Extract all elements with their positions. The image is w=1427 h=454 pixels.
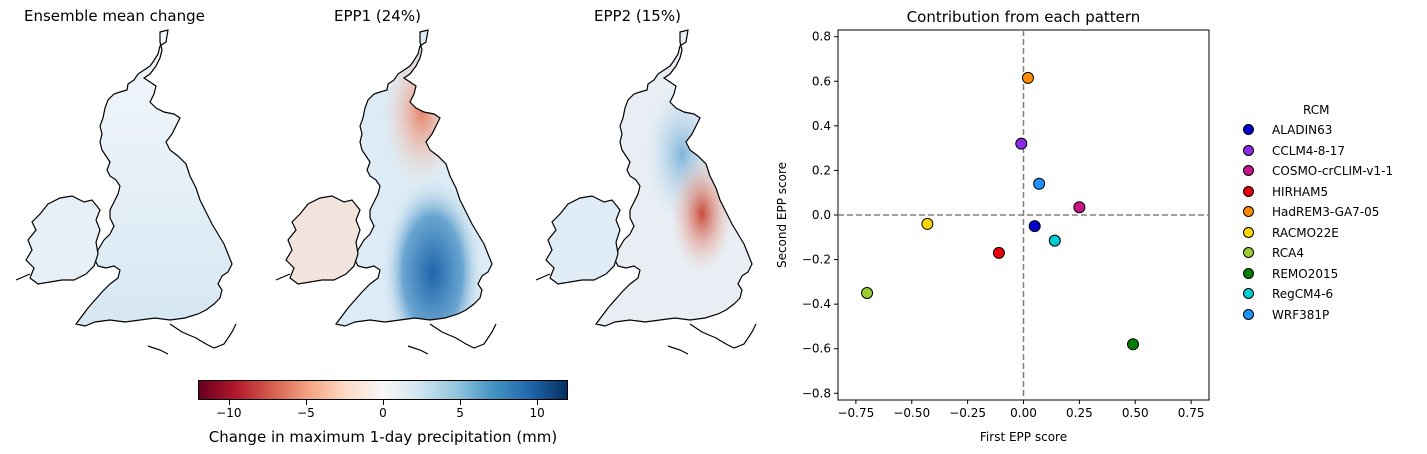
chart-title: Contribution from each pattern [907, 8, 1141, 26]
legend-item: WRF381P [1243, 308, 1329, 324]
y-tick-label: 0.6 [812, 74, 831, 88]
legend-marker [1243, 185, 1254, 197]
legend-marker [1243, 206, 1254, 217]
y-tick-label: 0.4 [812, 119, 831, 133]
map-title-epp1: EPP1 (24%) [334, 7, 421, 25]
colorbar-tick [305, 400, 307, 405]
map-title-epp2: EPP2 (15%) [594, 7, 681, 25]
data-point-aladin63 [1028, 220, 1041, 233]
y-tick-label: −0.6 [802, 342, 831, 356]
map-epp2 [535, 29, 757, 355]
legend-label: REMO2015 [1272, 266, 1339, 281]
legend-item: COSMO-crCLIM-v1-1 [1243, 164, 1393, 180]
legend-marker [1243, 124, 1254, 135]
x-tick-label: 0.50 [1122, 406, 1149, 420]
x-tick-label: 0.00 [1010, 406, 1037, 420]
x-axis-label: First EPP score [980, 430, 1067, 444]
legend-item: HadREM3-GA7-05 [1243, 205, 1379, 221]
x-tick-label: −0.75 [837, 406, 874, 420]
y-tick-label: 0.8 [812, 30, 831, 44]
legend-title: RCM [1303, 103, 1330, 117]
y-tick-label: −0.8 [802, 386, 831, 400]
legend-marker [1243, 226, 1254, 238]
colorbar-tick [383, 400, 384, 405]
legend-marker [1243, 247, 1254, 258]
legend-label: RegCM4-6 [1272, 287, 1334, 301]
x-tick-label: −0.25 [949, 406, 986, 420]
legend-marker [1243, 144, 1254, 156]
scatter-chart: −0.75 −0.50 −0.25 0.00 0.25 0.50 0.75 −0.8 −0.6 −… [775, 8, 1210, 444]
y-tick-label: −0.4 [802, 297, 831, 311]
colorbar-tick [228, 400, 230, 405]
colorbar-tick [537, 400, 539, 405]
colorbar-tick-label: 0 [379, 406, 387, 420]
colorbar [198, 380, 568, 400]
legend-item: HIRHAM5 [1243, 185, 1328, 201]
legend-marker [1243, 288, 1254, 299]
data-point-regcm4-6 [1048, 234, 1061, 247]
legend-item: RCA4 [1243, 246, 1304, 262]
x-tick-label: 0.25 [1066, 406, 1093, 420]
legend-item: CCLM4-8-17 [1243, 144, 1345, 160]
legend-label: WRF381P [1272, 307, 1330, 322]
legend-label: RACMO22E [1272, 225, 1339, 240]
legend-marker [1243, 267, 1254, 279]
x-tick-label: −0.50 [893, 406, 930, 420]
colorbar-tick-label: 10 [529, 406, 545, 420]
legend-item: RegCM4-6 [1243, 287, 1333, 303]
data-point-remo2015 [1127, 338, 1140, 351]
colorbar-tick [460, 400, 462, 405]
y-tick-label: 0.2 [812, 163, 831, 177]
legend-item: RACMO22E [1243, 226, 1339, 242]
colorbar-tick-label: 5 [456, 406, 464, 420]
legend-label: CCLM4-8-17 [1272, 143, 1345, 158]
data-point-rca4 [861, 287, 874, 300]
colorbar-label: Change in maximum 1-day precipitation (m… [208, 428, 558, 446]
legend-item: REMO2015 [1243, 267, 1338, 283]
colorbar-tick-label: −5 [297, 406, 315, 420]
y-tick-label: −0.2 [802, 253, 831, 267]
map-title-mean: Ensemble mean change [24, 7, 205, 25]
legend-label: COSMO-crCLIM-v1-1 [1272, 164, 1394, 178]
data-point-cclm4-8-17 [1015, 137, 1028, 150]
legend-label: HIRHAM5 [1272, 184, 1329, 199]
data-point-hirham5 [992, 246, 1005, 259]
y-axis-label: Second EPP score [775, 162, 789, 268]
map-ensemble-mean [15, 29, 237, 355]
data-point-cosmo-crclim-v1-1 [1073, 201, 1086, 214]
legend-label: ALADIN63 [1272, 123, 1333, 137]
legend-label: HadREM3-GA7-05 [1272, 205, 1380, 219]
legend-marker [1243, 165, 1254, 176]
legend-label: RCA4 [1272, 246, 1304, 260]
legend-item: ALADIN63 [1243, 123, 1332, 139]
legend-marker [1243, 308, 1254, 320]
colorbar-tick-label: −10 [216, 406, 242, 420]
data-point-hadrem3-ga7-05 [1021, 71, 1034, 84]
data-point-racmo22e [921, 217, 934, 230]
x-tick-label: 0.75 [1178, 406, 1205, 420]
y-tick-label: 0.0 [812, 208, 831, 222]
map-epp1 [275, 29, 497, 355]
data-point-wrf381p [1033, 177, 1046, 190]
